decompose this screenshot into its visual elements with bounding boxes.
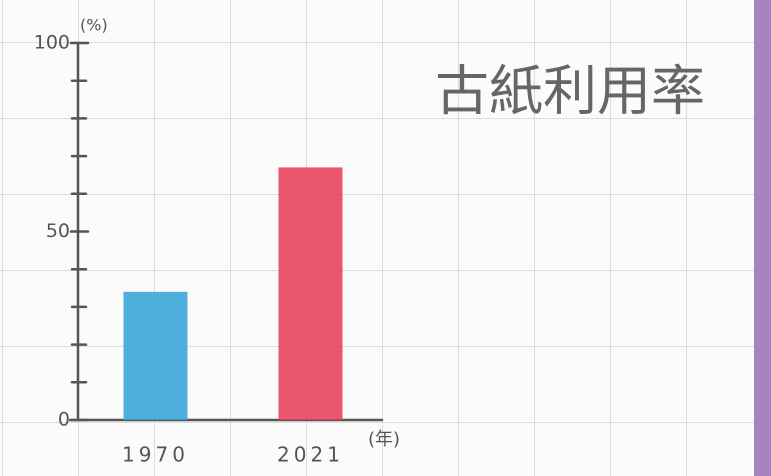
bar: [278, 167, 343, 420]
y-tick-label: 50: [46, 220, 70, 242]
y-unit: (%): [80, 16, 108, 35]
chart-title: 古紙利用率: [435, 60, 705, 123]
page-edge: [754, 0, 771, 476]
y-tick-label: 100: [34, 32, 70, 54]
bar: [123, 291, 188, 420]
x-tick-label: 1970: [122, 443, 189, 467]
y-tick-label: 0: [58, 409, 70, 431]
x-unit: (年): [368, 429, 400, 450]
x-tick-label: 2021: [277, 443, 344, 467]
